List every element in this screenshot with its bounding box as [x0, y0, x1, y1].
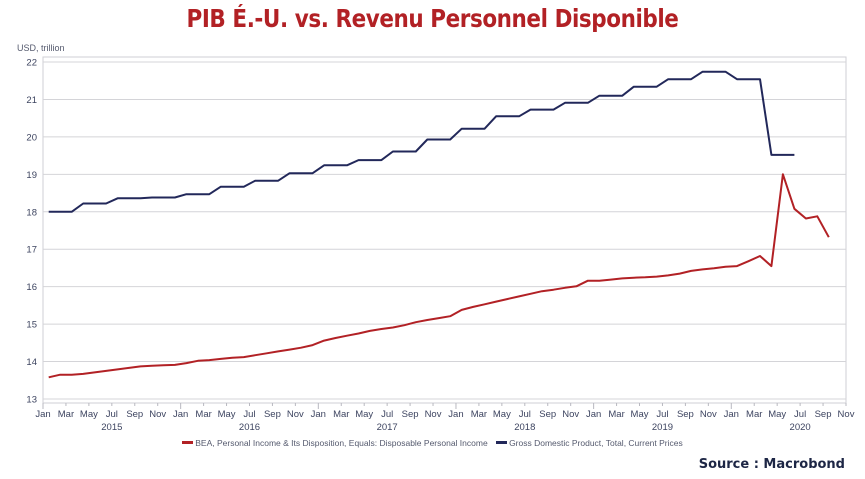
x-tick-label-sep: Sep	[539, 409, 556, 420]
x-tick-label-jul: Jul	[381, 409, 393, 420]
y-tick-label-18: 18	[26, 207, 37, 218]
legend: BEA, Personal Income & Its Disposition, …	[0, 436, 865, 448]
y-tick-label-22: 22	[26, 58, 37, 69]
legend-item-dpi: BEA, Personal Income & Its Disposition, …	[182, 437, 488, 448]
x-tick-label-mar: Mar	[195, 409, 211, 420]
legend-item-gdp: Gross Domestic Product, Total, Current P…	[496, 438, 683, 448]
y-tick-label-16: 16	[26, 282, 37, 293]
series-line-gdp	[48, 70, 795, 213]
series-line-dpi	[48, 173, 830, 379]
x-tick-label-mar: Mar	[333, 409, 349, 420]
x-tick-label-jul: Jul	[243, 409, 255, 420]
x-tick-label-may: May	[355, 409, 373, 420]
x-tick-label-sep: Sep	[126, 409, 143, 420]
x-tick-label-nov: Nov	[425, 409, 442, 420]
chart-title: PIB É.-U. vs. Revenu Personnel Disponibl…	[186, 4, 679, 33]
x-tick-label-jan: Jan	[35, 409, 50, 420]
y-tick-label-13: 13	[26, 395, 37, 406]
y-tick-label-15: 15	[26, 320, 37, 331]
x-tick-label-nov: Nov	[838, 409, 855, 420]
x-tick-label-nov: Nov	[287, 409, 304, 420]
x-tick-label-jan: Jan	[448, 409, 463, 420]
legend-swatch-gdp	[496, 441, 508, 444]
x-tick-label-may: May	[768, 409, 786, 420]
year-label-2020: 2020	[790, 422, 811, 433]
x-tick-label-jan: Jan	[311, 409, 326, 420]
y-tick-label-19: 19	[26, 170, 37, 181]
year-label-2018: 2018	[514, 422, 535, 433]
x-tick-label-mar: Mar	[58, 409, 74, 420]
legend-label-gdp: Gross Domestic Product, Total, Current P…	[509, 437, 683, 448]
x-tick-label-nov: Nov	[700, 409, 717, 420]
x-tick-label-jan: Jan	[173, 409, 188, 420]
legend-label-dpi: BEA, Personal Income & Its Disposition, …	[195, 437, 488, 448]
x-tick-label-jul: Jul	[106, 409, 118, 420]
x-tick-label-jul: Jul	[656, 409, 668, 420]
x-tick-label-jan: Jan	[724, 409, 739, 420]
x-tick-label-may: May	[493, 409, 511, 420]
y-tick-label-20: 20	[26, 132, 37, 143]
x-tick-label-may: May	[631, 409, 649, 420]
x-tick-label-sep: Sep	[677, 409, 694, 420]
x-tick-label-mar: Mar	[471, 409, 487, 420]
y-tick-label-21: 21	[26, 95, 37, 106]
year-label-2015: 2015	[101, 422, 122, 433]
x-tick-label-mar: Mar	[608, 409, 624, 420]
y-tick-label-14: 14	[26, 357, 37, 368]
year-label-2019: 2019	[652, 422, 673, 433]
x-tick-label-jul: Jul	[794, 409, 806, 420]
x-tick-label-sep: Sep	[264, 409, 281, 420]
x-tick-label-may: May	[218, 409, 236, 420]
x-tick-label-jan: Jan	[586, 409, 601, 420]
x-tick-labels: Jan Mar May Jul Sep Nov Jan Mar May Jul Sep Nov Jan M…	[35, 409, 854, 433]
source-label: Source : Macrobond	[698, 457, 845, 472]
x-tick-label-may: May	[80, 409, 98, 420]
x-tick-label-nov: Nov	[562, 409, 579, 420]
legend-swatch-dpi	[182, 441, 194, 444]
year-label-2016: 2016	[239, 422, 260, 433]
y-axis-unit-label: USD, trillion	[17, 43, 65, 53]
x-tick-label-sep: Sep	[402, 409, 419, 420]
series-lines	[48, 70, 830, 379]
x-tick-label-sep: Sep	[815, 409, 832, 420]
y-tick-labels: 13 14 15 16 17 18 19 20 21 22	[26, 58, 37, 406]
x-tick-label-nov: Nov	[149, 409, 166, 420]
gridlines	[43, 61, 846, 400]
y-tick-label-17: 17	[26, 245, 37, 256]
x-tick-marks	[42, 403, 847, 409]
x-tick-label-jul: Jul	[519, 409, 531, 420]
year-label-2017: 2017	[377, 422, 398, 433]
plot-frame	[42, 56, 847, 404]
x-tick-label-mar: Mar	[746, 409, 762, 420]
